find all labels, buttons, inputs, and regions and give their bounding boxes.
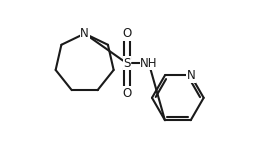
Text: O: O [122, 87, 132, 100]
Text: N: N [80, 27, 89, 40]
Text: O: O [122, 27, 132, 40]
Text: S: S [123, 57, 131, 70]
Text: N: N [186, 69, 195, 82]
Text: NH: NH [140, 57, 158, 70]
